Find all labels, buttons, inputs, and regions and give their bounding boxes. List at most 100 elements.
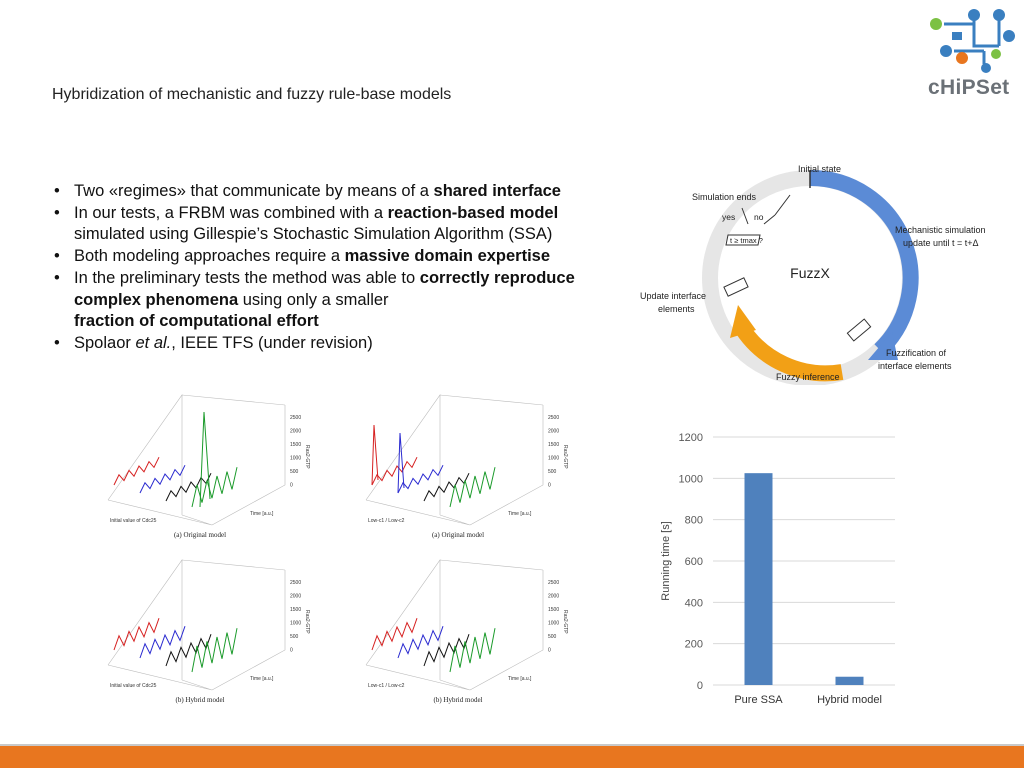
plot-panel: 2500 2000 1500 1000 500 0 Ras2-GTP Time [a.u.] I… (107, 394, 310, 539)
series-trace (113, 618, 160, 651)
series-trace (165, 472, 212, 502)
simulation-ends-label: Simulation ends (692, 192, 757, 202)
mechanistic-label-1: Mechanistic simulation (895, 225, 986, 235)
z-tick-label: 500 (290, 634, 299, 640)
fuzzif-box (846, 318, 872, 342)
series-trace (397, 464, 444, 494)
series-trace (139, 464, 186, 494)
bullet-list: Two «regimes» that communicate by means … (52, 181, 622, 355)
plot-caption: (b) Hybrid model (176, 696, 225, 704)
z-tick-label: 2000 (548, 594, 559, 600)
z-tick-label: 2000 (290, 594, 301, 600)
x-axis-label: Initial value of Cdc25 (110, 518, 157, 524)
x-axis-label: Low-c1 / Low-c2 (368, 518, 405, 524)
series-trace (371, 618, 418, 651)
series-trace (191, 467, 238, 508)
fuzzification-label-2: interface elements (878, 361, 952, 371)
initial-state-label: Initial state (798, 164, 841, 174)
x-axis-label: Low-c1 / Low-c2 (368, 683, 405, 689)
z-tick-label: 500 (548, 469, 557, 475)
z-tick-label: 1000 (290, 621, 301, 627)
running-time-bar-chart: 0 200 400 600 800 1000 1200 Pure SSA Hybrid mode… (660, 432, 895, 706)
series-trace (191, 628, 238, 673)
no-label: no (754, 212, 764, 222)
z-axis-label: Ras2-GTP (562, 445, 568, 469)
z-axis-label: Ras2-GTP (304, 610, 310, 634)
plot-caption: (a) Original model (174, 531, 226, 539)
fuzzy-arrowhead (730, 305, 756, 338)
y-tick-label: 1200 (679, 432, 703, 444)
z-tick-label: 1500 (290, 607, 301, 613)
footer-divider (0, 744, 1024, 746)
fuzzy-arrow (733, 320, 844, 382)
z-tick-label: 2500 (548, 580, 559, 586)
z-tick-label: 1500 (290, 442, 301, 448)
x-tick-label: Hybrid model (817, 694, 882, 706)
series-trace (397, 626, 444, 659)
y-tick-label: 0 (697, 680, 703, 692)
time-axis-label: Time [a.u.] (250, 511, 274, 517)
series-trace (423, 472, 470, 502)
y-tick-label: 200 (685, 639, 703, 651)
z-tick-label: 1000 (548, 456, 559, 462)
x-axis-label: Initial value of Cdc25 (110, 683, 157, 689)
bullet-item: Two «regimes» that communicate by means … (52, 181, 622, 203)
z-tick-label: 1500 (548, 607, 559, 613)
series-trace (449, 628, 496, 673)
x-tick-label: Pure SSA (734, 694, 783, 706)
z-tick-label: 1000 (548, 621, 559, 627)
series-trace (423, 634, 470, 667)
z-tick-label: 0 (548, 648, 551, 654)
mechanistic-arrowhead (868, 332, 898, 360)
z-tick-label: 0 (290, 648, 293, 654)
plot-panel: 2500 2000 1500 1000 500 0 Ras2-GTP Time [a.u.] L… (365, 394, 568, 539)
z-tick-label: 0 (290, 483, 293, 489)
z-tick-label: 2000 (548, 429, 559, 435)
plot-panel: 2500 2000 1500 1000 500 0 Ras2-GTP Time [a.u.] L… (365, 559, 568, 704)
oscillation-plots-grid: 2500 2000 1500 1000 500 0 Ras2-GTP Time [a.u.] I… (107, 394, 568, 704)
chipset-logo-icon (930, 9, 1015, 73)
y-tick-label: 400 (685, 597, 703, 609)
center-label: FuzzX (790, 265, 830, 281)
fuzzification-label-1: Fuzzification of (886, 348, 947, 358)
mechanistic-arrow (809, 169, 919, 356)
z-tick-label: 2500 (290, 415, 301, 421)
z-tick-label: 2000 (290, 429, 301, 435)
z-tick-label: 500 (548, 634, 557, 640)
yes-label: yes (722, 212, 735, 222)
y-axis-label: Running time [s] (660, 521, 672, 600)
time-axis-label: Time [a.u.] (508, 676, 532, 682)
fuzzx-cycle-diagram: FuzzX Initial state Simulation ends yes … (640, 164, 986, 385)
fuzzy-inference-label: Fuzzy inference (776, 372, 840, 382)
update-label-2: elements (658, 304, 695, 314)
bullet-item: Spolaor et al., IEEE TFS (under revision… (52, 333, 622, 355)
time-axis-label: Time [a.u.] (250, 676, 274, 682)
slide-title: Hybridization of mechanistic and fuzzy r… (52, 86, 452, 103)
z-tick-label: 2500 (290, 580, 301, 586)
z-axis-label: Ras2-GTP (562, 610, 568, 634)
y-tick-label: 600 (685, 556, 703, 568)
z-tick-label: 0 (548, 483, 551, 489)
bullet-item: Both modeling approaches require a massi… (52, 246, 622, 268)
update-label-1: Update interface (640, 291, 706, 301)
series-trace (371, 456, 418, 486)
footer-bar (0, 746, 1024, 768)
z-tick-label: 1500 (548, 442, 559, 448)
bullet-item: In the preliminary tests the method was … (52, 268, 622, 333)
update-box (723, 277, 749, 297)
z-axis-label: Ras2-GTP (304, 445, 310, 469)
series-trace (165, 634, 212, 667)
z-tick-label: 2500 (548, 415, 559, 421)
series-trace (449, 467, 496, 508)
plot-caption: (b) Hybrid model (434, 696, 483, 704)
condition-label: t ≥ tmax ? (730, 236, 763, 245)
series-trace (139, 626, 186, 659)
y-tick-label: 800 (685, 515, 703, 527)
plot-panel: 2500 2000 1500 1000 500 0 Ras2-GTP Time [a.u.] I… (107, 559, 310, 704)
z-tick-label: 1000 (290, 456, 301, 462)
time-axis-label: Time [a.u.] (508, 511, 532, 517)
bar (835, 676, 864, 685)
bar (744, 473, 773, 685)
z-tick-label: 500 (290, 469, 299, 475)
mechanistic-label-2: update until t = t+Δ (903, 238, 979, 248)
